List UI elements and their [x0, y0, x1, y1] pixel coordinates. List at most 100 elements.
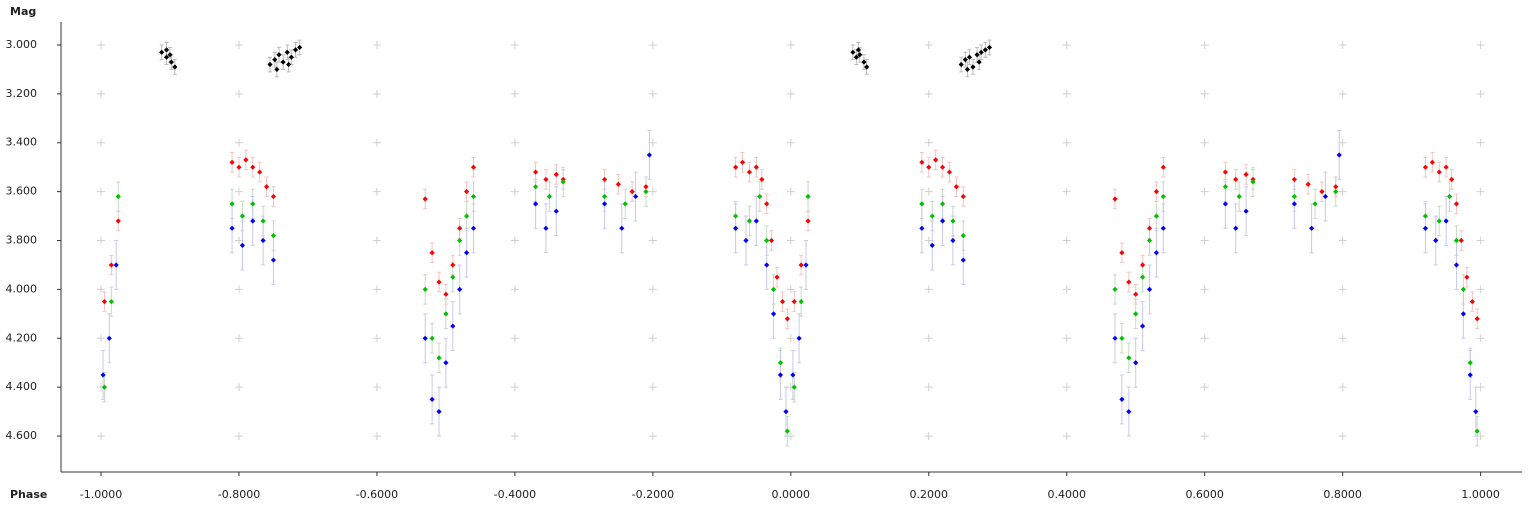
data-point — [805, 193, 811, 200]
data-point — [429, 396, 435, 403]
data-point — [1160, 164, 1166, 170]
grid-cross — [1476, 40, 1485, 49]
data-point — [1153, 213, 1160, 219]
grid-cross — [786, 40, 795, 49]
data-point — [1119, 396, 1125, 403]
data-point — [1160, 193, 1166, 200]
grid-cross — [786, 432, 795, 441]
grid-cross — [1200, 236, 1209, 245]
data-point — [1460, 286, 1466, 293]
data-point — [560, 179, 566, 185]
data-point — [784, 428, 790, 434]
grid-cross — [97, 432, 106, 441]
grid-cross — [648, 236, 657, 245]
data-point — [1474, 316, 1480, 322]
data-point — [768, 237, 775, 244]
data-point — [1112, 286, 1118, 293]
data-point — [1126, 279, 1132, 285]
data-point — [457, 286, 463, 293]
grid-cross — [786, 89, 795, 98]
data-point — [1160, 225, 1166, 231]
grid-cross — [648, 285, 657, 294]
data-point — [960, 233, 966, 239]
data-point — [1333, 189, 1339, 195]
grid-cross — [1338, 89, 1347, 98]
grid-cross — [1476, 236, 1485, 245]
data-point — [443, 311, 449, 317]
data-point — [774, 274, 780, 280]
data-point — [1333, 184, 1339, 190]
grid-cross — [372, 285, 381, 294]
data-point — [746, 169, 753, 175]
data-point — [1243, 171, 1249, 178]
grid-cross — [510, 383, 519, 392]
data-point — [743, 237, 749, 244]
grid-cross — [648, 40, 657, 49]
grid-cross — [1062, 138, 1071, 147]
grid-cross — [510, 40, 519, 49]
grid-cross — [1062, 236, 1071, 245]
grid-cross — [1338, 40, 1347, 49]
grid-cross — [1476, 334, 1485, 343]
data-point — [764, 201, 770, 207]
data-point — [1126, 355, 1132, 361]
data-point — [757, 193, 763, 200]
grid-cross — [372, 138, 381, 147]
grid-cross — [924, 40, 933, 49]
data-point — [1222, 169, 1228, 175]
grid-cross — [97, 138, 106, 147]
grid-cross — [510, 89, 519, 98]
data-point — [553, 171, 559, 178]
data-point — [1291, 201, 1297, 207]
grid-cross — [924, 138, 933, 147]
x-tick-label: -0.2000 — [632, 488, 674, 501]
grid-cross — [1476, 89, 1485, 98]
y-tick-label: 4.400 — [6, 380, 38, 393]
grid-cross — [924, 285, 933, 294]
data-point — [543, 225, 549, 231]
grid-cross — [1338, 285, 1347, 294]
y-tick-label: 3.400 — [6, 136, 38, 149]
grid-cross — [1338, 138, 1347, 147]
data-point — [853, 54, 859, 60]
data-point — [1422, 164, 1429, 170]
data-point — [163, 47, 170, 53]
data-point — [276, 52, 282, 58]
grid-cross — [648, 334, 657, 343]
data-point — [1467, 360, 1473, 366]
data-point — [976, 59, 982, 65]
grid-cross — [648, 138, 657, 147]
data-point — [1140, 262, 1146, 268]
grid-cross — [97, 187, 106, 196]
grid-cross — [234, 187, 243, 196]
grid-cross — [1200, 138, 1209, 147]
y-tick-label: 4.200 — [6, 331, 38, 344]
grid-cross — [372, 187, 381, 196]
grid-cross — [786, 187, 795, 196]
data-point — [546, 193, 552, 200]
data-point — [250, 218, 256, 224]
data-point — [229, 225, 235, 231]
data-point — [422, 196, 428, 202]
grid-cross — [510, 285, 519, 294]
data-point — [964, 66, 970, 73]
data-point — [919, 201, 925, 207]
grid-cross — [924, 432, 933, 441]
data-point — [532, 201, 539, 207]
grid-cross — [234, 383, 243, 392]
data-point — [966, 54, 973, 60]
grid-cross — [234, 40, 243, 49]
data-point — [280, 59, 286, 65]
data-point — [163, 54, 170, 60]
data-point — [553, 208, 559, 214]
grid-cross — [1338, 236, 1347, 245]
grid-cross — [1338, 383, 1347, 392]
data-point — [1443, 164, 1449, 170]
data-point — [450, 262, 456, 268]
data-point — [543, 176, 549, 183]
data-point — [1146, 286, 1153, 293]
grid-cross — [1476, 432, 1485, 441]
grid-cross — [1338, 187, 1347, 196]
data-point — [622, 201, 628, 207]
